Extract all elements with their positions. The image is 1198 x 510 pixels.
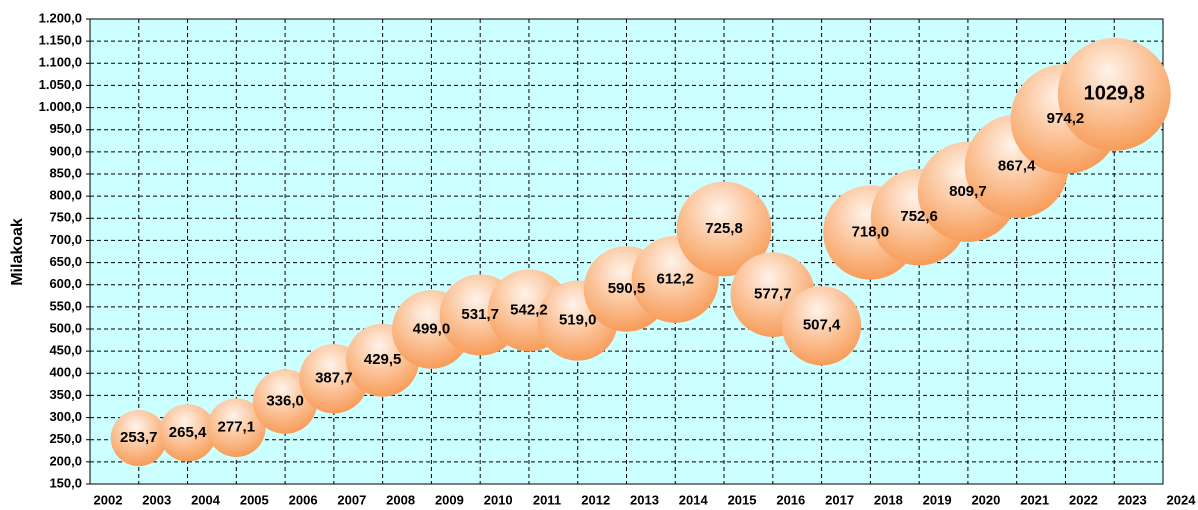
y-tick-label: 250,0 xyxy=(49,431,82,446)
y-tick-label: 800,0 xyxy=(49,188,82,203)
data-label: 1029,8 xyxy=(1084,83,1145,105)
x-tick-label: 2019 xyxy=(923,492,952,507)
data-label: 531,7 xyxy=(461,306,499,323)
bubble xyxy=(110,410,167,467)
x-tick-label: 2007 xyxy=(337,492,366,507)
bubble xyxy=(781,286,862,366)
data-label: 718,0 xyxy=(852,223,890,240)
data-label: 867,4 xyxy=(998,157,1036,174)
x-tick-label: 2024 xyxy=(1167,492,1197,507)
x-tick-label: 2013 xyxy=(630,492,659,507)
y-tick-label: 750,0 xyxy=(49,210,82,225)
y-tick-label: 950,0 xyxy=(49,121,82,136)
x-tick-label: 2016 xyxy=(776,492,805,507)
y-tick-label: 1.050,0 xyxy=(39,77,82,92)
y-tick-label: 600,0 xyxy=(49,276,82,291)
x-tick-label: 2015 xyxy=(728,492,757,507)
bubble xyxy=(158,404,217,462)
x-tick-label: 2006 xyxy=(289,492,318,507)
bubble xyxy=(1057,37,1171,151)
data-label: 577,7 xyxy=(754,286,792,303)
y-axis-title: Milakoak xyxy=(9,218,26,286)
data-label: 499,0 xyxy=(413,320,451,337)
data-label: 336,0 xyxy=(266,393,304,410)
y-tick-label: 500,0 xyxy=(49,320,82,335)
y-tick-label: 1.100,0 xyxy=(39,55,82,70)
data-label: 507,4 xyxy=(803,317,841,334)
data-label: 809,7 xyxy=(949,183,987,200)
x-tick-label: 2020 xyxy=(971,492,1000,507)
x-tick-label: 2009 xyxy=(435,492,464,507)
data-label: 519,0 xyxy=(559,312,597,329)
data-label: 253,7 xyxy=(120,429,158,446)
x-tick-label: 2012 xyxy=(581,492,610,507)
data-label: 612,2 xyxy=(656,270,694,287)
y-tick-label: 700,0 xyxy=(49,232,82,247)
y-tick-label: 550,0 xyxy=(49,298,82,313)
y-tick-label: 450,0 xyxy=(49,343,82,358)
x-tick-label: 2011 xyxy=(533,492,561,507)
y-tick-label: 300,0 xyxy=(49,409,82,424)
data-label: 265,4 xyxy=(169,424,207,441)
x-tick-label: 2002 xyxy=(94,492,123,507)
y-tick-label: 350,0 xyxy=(49,387,82,402)
data-label: 542,2 xyxy=(510,301,548,318)
y-tick-label: 850,0 xyxy=(49,165,82,180)
y-tick-label: 900,0 xyxy=(49,143,82,158)
data-label: 725,8 xyxy=(705,220,743,237)
data-label: 277,1 xyxy=(218,419,256,436)
x-tick-label: 2017 xyxy=(825,492,854,507)
x-tick-label: 2003 xyxy=(142,492,171,507)
data-label: 974,2 xyxy=(1047,110,1085,127)
data-label: 429,5 xyxy=(364,351,402,368)
x-tick-label: 2021 xyxy=(1020,492,1049,507)
data-label: 387,7 xyxy=(315,370,353,387)
y-tick-label: 1.000,0 xyxy=(39,99,82,114)
x-tick-label: 2018 xyxy=(874,492,903,507)
x-tick-label: 2008 xyxy=(386,492,415,507)
y-tick-label: 400,0 xyxy=(49,365,82,380)
y-tick-label: 1.200,0 xyxy=(39,10,82,25)
x-tick-label: 2023 xyxy=(1118,492,1147,507)
y-tick-label: 150,0 xyxy=(49,475,82,490)
y-tick-label: 200,0 xyxy=(49,453,82,468)
x-tick-label: 2005 xyxy=(240,492,269,507)
bubble xyxy=(676,181,772,277)
data-label: 590,5 xyxy=(608,280,646,297)
y-tick-label: 650,0 xyxy=(49,254,82,269)
plot-border xyxy=(89,18,1164,485)
data-label: 752,6 xyxy=(900,208,938,225)
x-tick-label: 2010 xyxy=(484,492,513,507)
x-tick-label: 2022 xyxy=(1069,492,1098,507)
y-tick-label: 1.150,0 xyxy=(39,33,82,48)
x-tick-label: 2014 xyxy=(679,492,709,507)
x-tick-label: 2004 xyxy=(191,492,221,507)
bubble xyxy=(207,398,266,458)
